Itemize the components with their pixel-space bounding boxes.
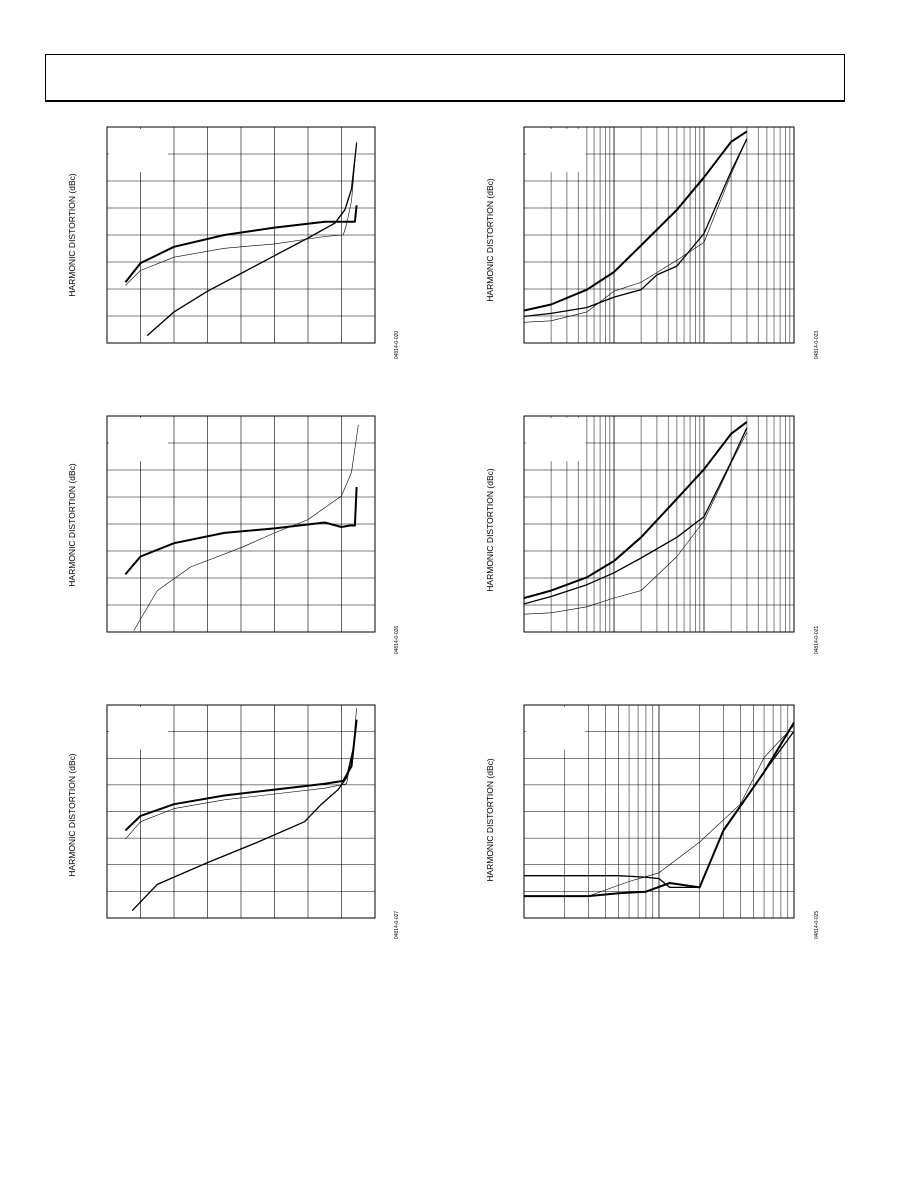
y-axis-label: HARMONIC DISTORTION (dBc) <box>67 173 77 297</box>
figure-id: 04814-0-021 <box>814 626 820 655</box>
series-line-2 <box>125 141 357 286</box>
chart-3: HARMONIC DISTORTION (dBc) 04814-0-026 <box>67 415 400 655</box>
legend-area <box>109 129 168 173</box>
figure-id: 04814-0-020 <box>394 331 400 360</box>
legend-area <box>526 129 586 173</box>
series-line-1 <box>124 205 358 283</box>
series-line-2 <box>524 138 748 318</box>
series-line-3 <box>524 725 794 897</box>
chart-1: HARMONIC DISTORTION (dBc) 04814-0-020 <box>67 126 400 360</box>
chart-5: HARMONIC DISTORTION (dBc) 04814-0-027 <box>67 704 400 940</box>
y-axis-label: HARMONIC DISTORTION (dBc) <box>485 178 495 302</box>
series-line-1 <box>124 486 358 575</box>
series-line-3 <box>131 748 354 912</box>
series-line-2 <box>524 730 794 889</box>
chart-6: HARMONIC DISTORTION (dBc) 04814-0-025 <box>485 704 820 940</box>
legend-area <box>109 418 168 462</box>
plot-frame <box>106 415 376 633</box>
series-line-1 <box>524 421 748 599</box>
figure-id: 04814-0-027 <box>394 911 400 940</box>
plot-frame <box>106 704 376 919</box>
figure-id: 04814-0-025 <box>814 911 820 940</box>
series-line-2 <box>524 427 748 605</box>
series-line-1 <box>524 130 748 312</box>
legend-area <box>109 707 168 750</box>
plot-frame <box>523 126 795 344</box>
plot-frame <box>106 126 376 344</box>
series-line-3 <box>524 138 748 323</box>
chart-2: HARMONIC DISTORTION (dBc) 04814-0-023 <box>485 126 820 360</box>
page-header-box <box>45 54 845 102</box>
plot-frame <box>523 704 795 919</box>
figure-id: 04814-0-026 <box>394 626 400 655</box>
y-axis-label: HARMONIC DISTORTION (dBc) <box>67 463 77 587</box>
legend-area <box>526 418 586 462</box>
figure-id: 04814-0-023 <box>814 331 820 360</box>
y-axis-label: HARMONIC DISTORTION (dBc) <box>67 753 77 877</box>
y-axis-label: HARMONIC DISTORTION (dBc) <box>485 468 495 592</box>
legend-area <box>526 707 586 750</box>
series-line-2 <box>133 424 359 631</box>
plot-frame <box>523 415 795 633</box>
chart-4: HARMONIC DISTORTION (dBc) 04814-0-021 <box>485 415 820 655</box>
series-line-3 <box>524 432 748 615</box>
series-line-3 <box>146 143 358 337</box>
y-axis-label: HARMONIC DISTORTION (dBc) <box>485 758 495 882</box>
